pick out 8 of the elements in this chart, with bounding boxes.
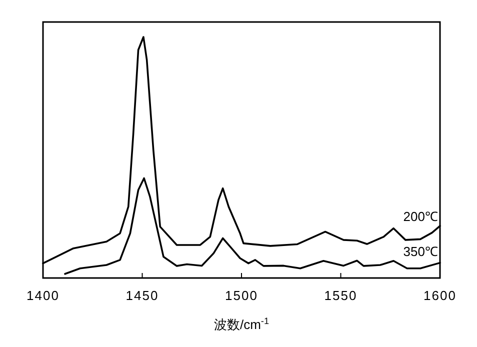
series-label: 200℃	[403, 208, 438, 224]
x-tick-label: 1400	[26, 288, 60, 303]
series-label: 350℃	[403, 244, 438, 259]
x-tick-label: 1500	[225, 288, 258, 303]
x-axis-title: 波数/cm$^{-1}$	[214, 316, 270, 332]
x-tick-label: 1550	[324, 288, 358, 303]
x-tick-label: 1600	[424, 288, 456, 303]
x-tick-label: 1450	[126, 288, 159, 303]
